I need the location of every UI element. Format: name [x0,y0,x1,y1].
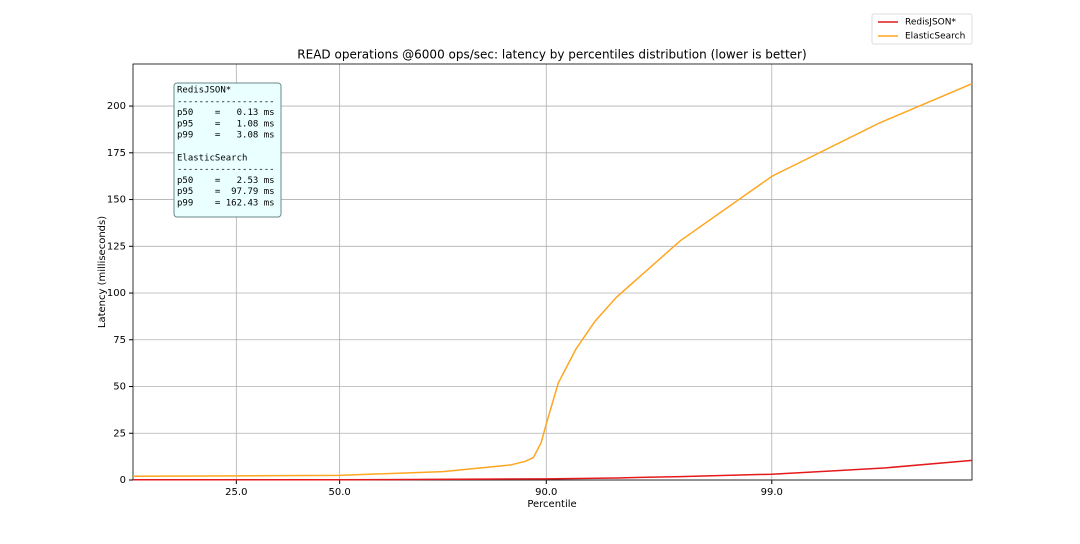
annotation-line: p95 = 1.08 ms [177,119,275,129]
series-line [132,82,973,478]
y-tick-label: 100 [107,288,126,299]
annotation-line: p99 = 162.43 ms [177,199,275,209]
annotation-box [173,82,282,218]
y-tick-label: 175 [107,148,126,159]
y-tick-label: 25 [113,428,126,439]
annotation-line: ------------------ [177,165,275,175]
annotation-line: p50 = 2.53 ms [177,176,275,186]
legend-label: ElasticSearch [905,32,965,42]
series-line [132,459,973,481]
annotation-line: RedisJSON* [177,86,231,96]
chart-title: READ operations @6000 ops/sec: latency b… [297,48,806,62]
y-tick-label: 125 [107,241,126,252]
legend-label: RedisJSON* [905,18,956,28]
y-tick-label: 75 [113,335,126,346]
y-tick-label: 50 [113,382,126,393]
annotation-line: p99 = 3.08 ms [177,131,275,141]
annotation-line: p95 = 97.79 ms [177,187,275,197]
x-tick-label: 90.0 [535,487,557,498]
y-axis-label: Latency (milliseconds) [97,216,108,328]
annotation-line: ElasticSearch [177,153,247,163]
y-tick-label: 150 [107,195,126,206]
x-tick-label: 25.0 [225,487,247,498]
annotation-line: p50 = 0.13 ms [177,108,275,118]
y-tick-label: 0 [120,475,126,486]
x-axis-label: Percentile [527,499,576,510]
x-tick-label: 50.0 [329,487,351,498]
annotation-line: ------------------ [177,97,275,107]
plot-frame [132,63,973,481]
y-tick-label: 200 [107,101,126,112]
x-tick-label: 99.0 [761,487,783,498]
